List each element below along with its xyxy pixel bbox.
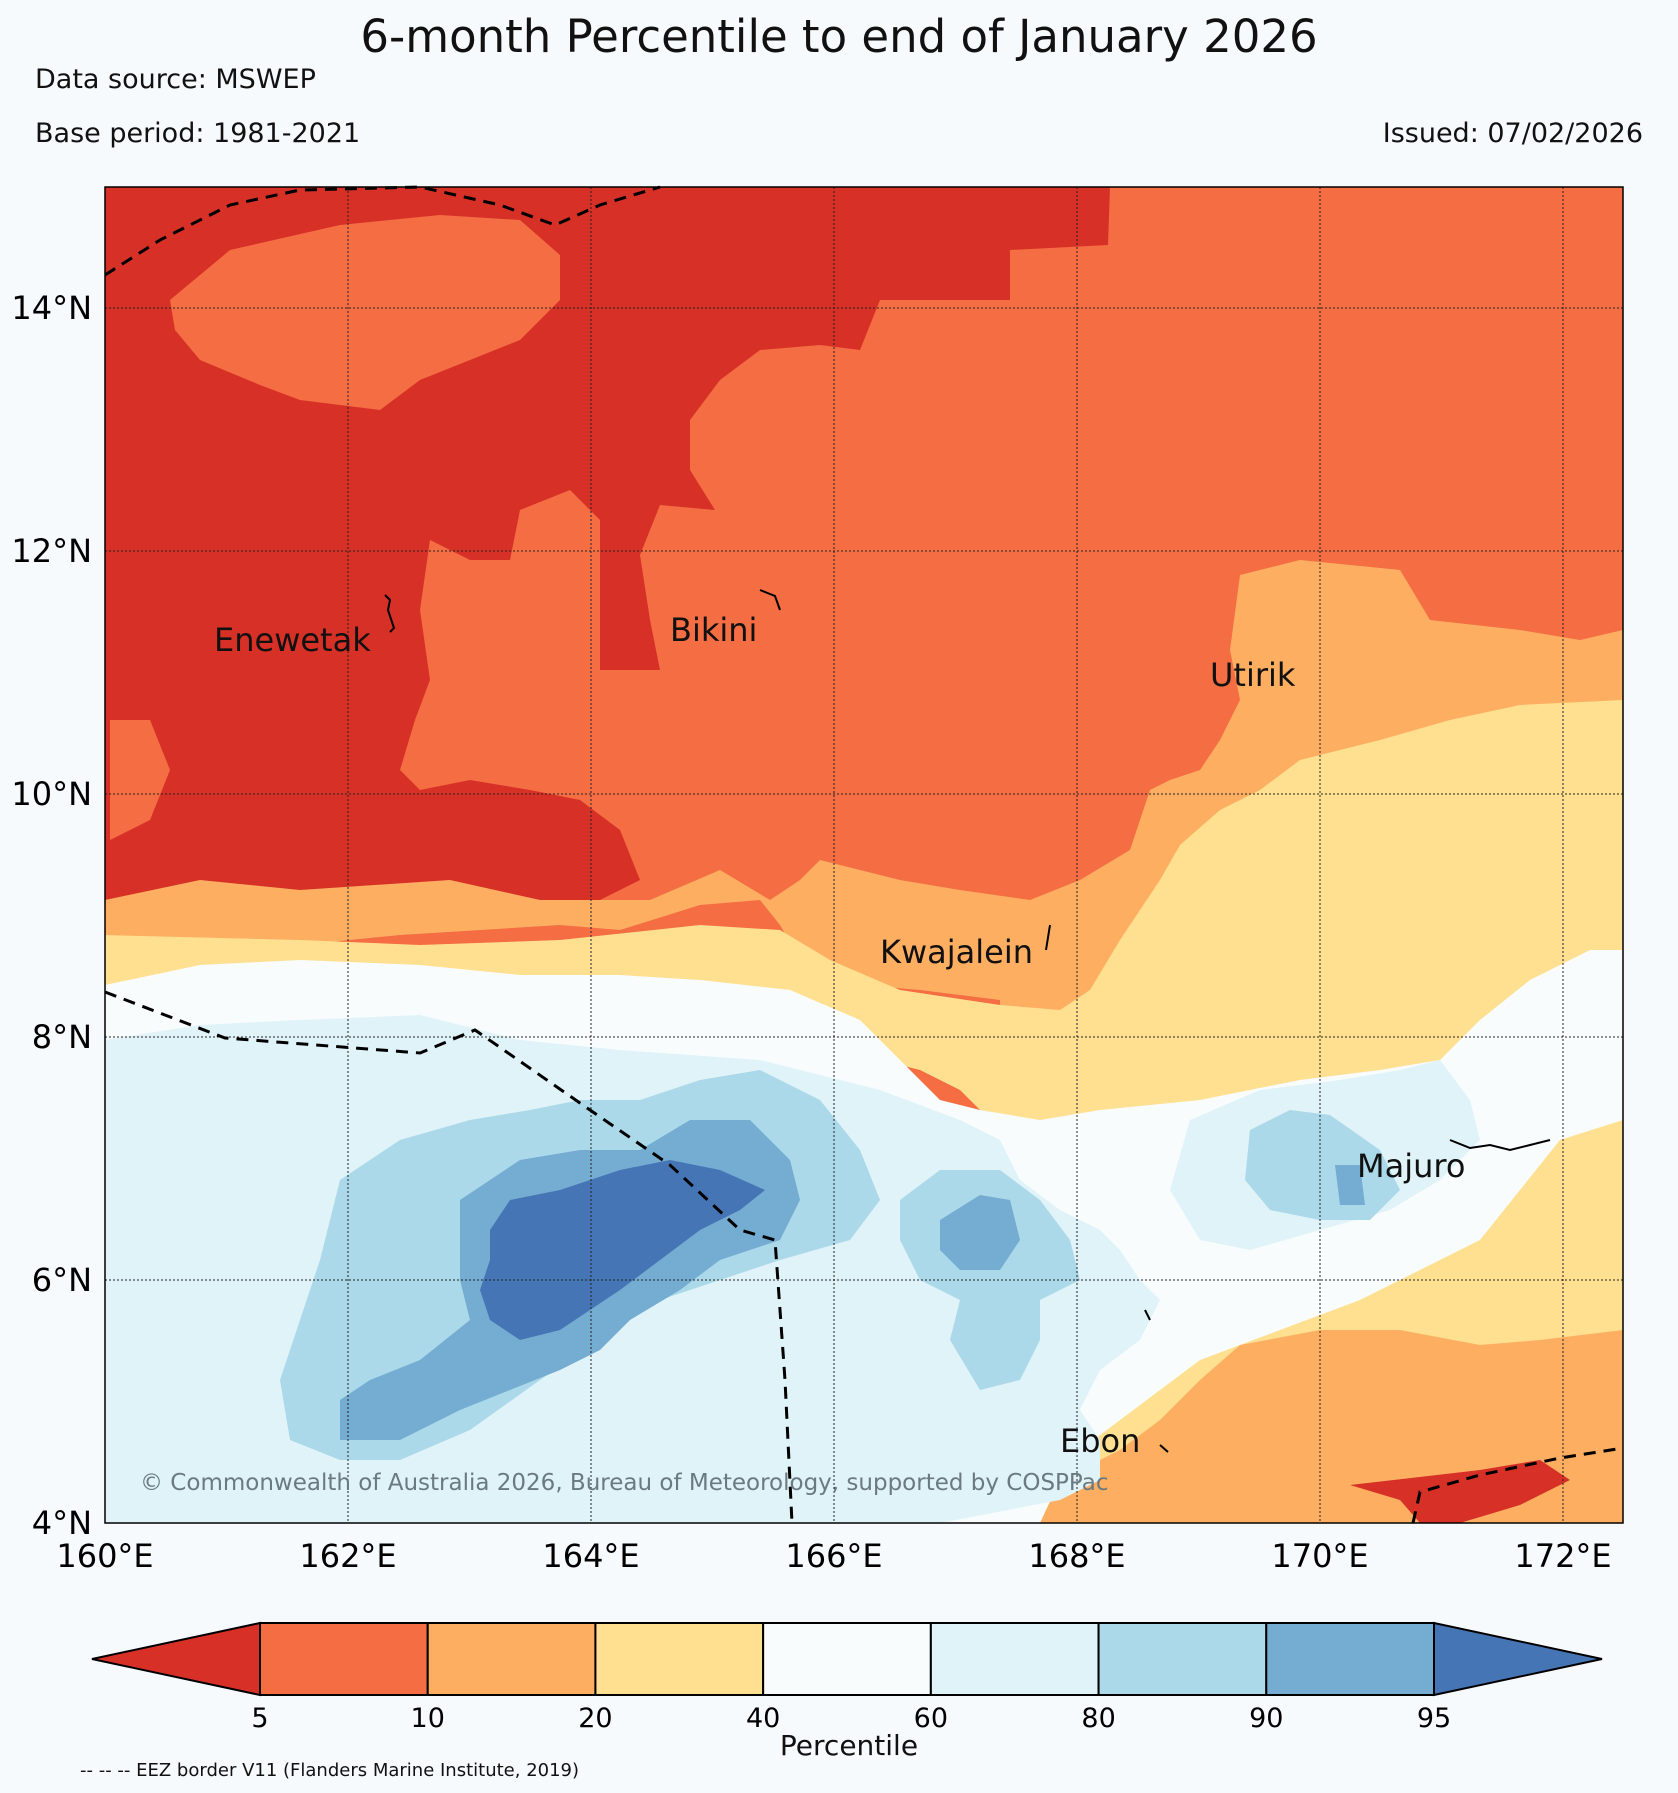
graticule [105,187,1623,1523]
lat-label: 8°N [32,1018,92,1056]
colorbar-tick-label: 80 [1081,1703,1115,1734]
colorbar-tick-label: 10 [411,1703,445,1734]
colorbar-segment [594,1622,765,1696]
region-orange-island [110,720,170,840]
region-mid-blue-east [1335,1165,1365,1205]
eez-borders [104,185,1624,1524]
place-label-bikini: Bikini [670,611,757,649]
colorbar-extend-high [1433,1621,1603,1697]
colorbar-segment [762,1622,932,1696]
colorbar-tick-label: 90 [1249,1703,1283,1734]
region-dark-blue [480,1160,765,1340]
lon-label: 172°E [1514,1537,1611,1575]
colorbar-title: Percentile [779,1729,919,1762]
lat-label: 12°N [11,532,92,570]
longitude-labels: 160°E 162°E 164°E 166°E 168°E 170°E 172°… [56,1537,1611,1575]
colorbar-tick-label: 95 [1417,1703,1451,1734]
colorbar-segment [259,1622,429,1696]
lat-label: 6°N [32,1261,92,1299]
place-label-kwajalein: Kwajalein [880,933,1033,971]
colorbar-tick-label: 40 [746,1703,780,1734]
colorbar-extend-low [91,1621,261,1697]
lat-label: 14°N [11,289,92,327]
lat-label: 4°N [32,1504,92,1542]
region-orange-northwest [170,215,560,410]
colorbar-tick-label: 20 [578,1703,612,1734]
colorbar-segment [1097,1622,1268,1696]
place-label-ebon: Ebon [1060,1422,1140,1460]
lon-label: 160°E [56,1537,153,1575]
latitude-labels: 14°N 12°N 10°N 8°N 6°N 4°N [11,289,92,1542]
lon-label: 164°E [542,1537,639,1575]
issued-date-label: Issued: 07/02/2026 [1382,118,1643,149]
lon-label: 170°E [1271,1537,1368,1575]
colorbar-tick-label: 5 [251,1703,268,1734]
region-very-low-southeast [1350,1460,1570,1523]
copyright-notice: © Commonwealth of Australia 2026, Bureau… [140,1470,1109,1496]
island-outlines [384,589,1551,1453]
lon-label: 162°E [299,1537,396,1575]
map-frame [104,186,1624,1524]
colorbar-tick-label: 60 [914,1703,948,1734]
lon-label: 168°E [1028,1537,1125,1575]
place-label-majuro: Majuro [1357,1147,1465,1185]
base-period-label: Base period: 1981-2021 [35,118,361,149]
eez-legend-note: -- -- -- EEZ border V11 (Flanders Marine… [80,1760,580,1781]
colorbar-segment [1265,1622,1436,1696]
percentile-field [105,187,1623,1523]
place-label-enewetak: Enewetak [214,621,371,659]
lat-label: 10°N [11,775,92,813]
colorbar-segment [426,1622,597,1696]
place-label-utirik: Utirik [1210,656,1296,694]
lon-label: 166°E [785,1537,882,1575]
colorbar: 5 10 20 40 60 80 90 95 [91,1621,1603,1734]
chart-title: 6-month Percentile to end of January 202… [360,10,1318,63]
place-labels: Enewetak Bikini Utirik Kwajalein Majuro … [214,611,1465,1460]
colorbar-segment [929,1622,1100,1696]
data-source-label: Data source: MSWEP [35,64,316,95]
region-mid-blue-mid [940,1195,1020,1270]
